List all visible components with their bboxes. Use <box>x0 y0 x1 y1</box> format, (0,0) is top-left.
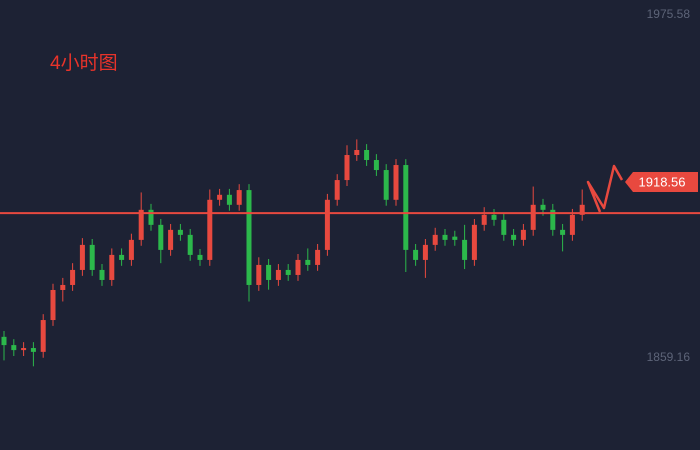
candle-body <box>148 209 154 225</box>
candle-body <box>138 209 144 240</box>
candle-body <box>413 249 419 260</box>
candle-body <box>511 234 517 240</box>
candle-body <box>579 204 585 215</box>
candle-body <box>501 219 507 235</box>
candle-body <box>256 264 262 285</box>
candle-body <box>207 199 213 260</box>
candle-body <box>550 209 556 230</box>
candle-body <box>89 244 95 270</box>
candle-body <box>285 269 291 275</box>
candle-body <box>560 229 566 235</box>
candle-body <box>403 165 409 250</box>
candle-body <box>11 345 17 351</box>
y-tick-label: 1859.16 <box>647 350 691 364</box>
candle-body <box>383 170 389 200</box>
candle-body <box>236 190 242 205</box>
candle-body <box>530 204 536 230</box>
candle-body <box>21 348 27 351</box>
candle-body <box>344 155 350 181</box>
candle-body <box>99 269 105 280</box>
candle-body <box>462 239 468 260</box>
candle-body <box>50 289 56 321</box>
candle-body <box>442 234 448 240</box>
candle-body <box>364 150 370 161</box>
price-tag <box>625 171 698 192</box>
candle-body <box>109 254 115 280</box>
candle-body <box>452 236 458 240</box>
candle-body <box>226 194 232 205</box>
chart-title: 4小时图 <box>50 52 118 74</box>
candle-body <box>491 214 497 220</box>
candle-body <box>177 229 183 235</box>
candle-body <box>324 199 330 250</box>
candle-body <box>1 336 7 346</box>
candle-body <box>422 244 428 260</box>
candle-body <box>354 150 360 156</box>
candle-body <box>158 224 164 250</box>
candle-body <box>373 160 379 171</box>
candle-body <box>128 239 134 260</box>
candle-body <box>30 348 36 352</box>
candle-body <box>266 264 272 280</box>
candle-body <box>540 204 546 210</box>
candle-body <box>40 320 46 352</box>
candle-body <box>119 254 125 260</box>
candle-body <box>393 165 399 200</box>
candle-body <box>569 214 575 235</box>
candle-body <box>432 234 438 245</box>
candle-body <box>275 269 281 280</box>
candle-body <box>60 284 66 290</box>
candle-body <box>246 190 252 285</box>
candle-body <box>334 180 340 200</box>
candle-body <box>187 234 193 255</box>
candle-body <box>471 224 477 260</box>
price-tag-label: 1918.56 <box>639 174 686 189</box>
hand-drawn-arrow <box>586 164 624 213</box>
candle-body <box>481 214 487 225</box>
y-tick-label: 1975.58 <box>647 7 691 21</box>
candle-body <box>70 269 76 285</box>
candle-body <box>197 254 203 260</box>
candle-body <box>295 259 301 275</box>
candle-body <box>305 259 311 265</box>
candle-body <box>217 194 223 200</box>
candle-body <box>520 229 526 240</box>
candle-body <box>168 229 174 250</box>
candle-body <box>79 244 85 270</box>
candle-body <box>315 249 321 265</box>
